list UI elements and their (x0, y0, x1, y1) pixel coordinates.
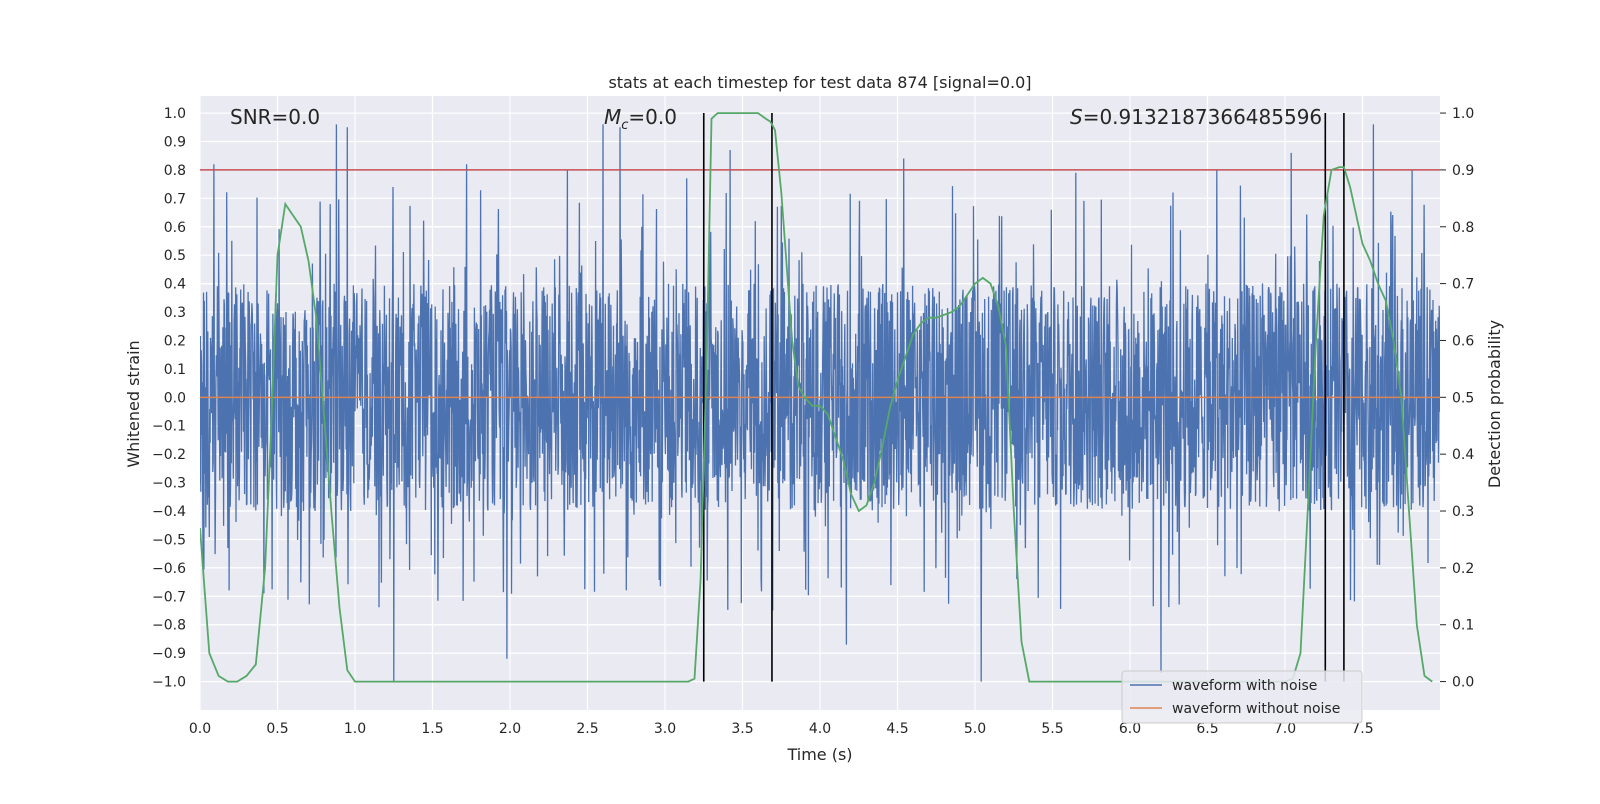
y2-tick-label: 0.1 (1452, 618, 1474, 634)
x-tick-label: 3.5 (731, 721, 753, 737)
score-annotation: S=0.9132187366485596 (1070, 105, 1322, 129)
x-tick-label: 1.5 (421, 721, 443, 737)
x-tick-label: 5.0 (964, 721, 986, 737)
y-tick-label: 0.9 (164, 134, 186, 150)
y-tick-label: 0.2 (164, 333, 186, 349)
legend-box (1121, 670, 1363, 724)
y-axis-label: Whitened strain (124, 340, 143, 467)
y-tick-label: −0.5 (152, 532, 186, 548)
y2-tick-label: 0.0 (1452, 675, 1474, 691)
legend-label-clean: waveform without noise (1172, 701, 1340, 717)
y-tick-label: −0.9 (152, 646, 186, 662)
y-tick-label: 0.8 (164, 163, 186, 179)
y-tick-label: −0.4 (152, 504, 186, 520)
y-tick-label: −0.7 (152, 589, 186, 605)
noise-waveform-line (200, 124, 1440, 682)
y-tick-label: 0.6 (164, 220, 186, 236)
chart-title: stats at each timestep for test data 874… (608, 73, 1031, 92)
chirp-mass-annotation: Mc=0.0 (604, 105, 677, 133)
x-tick-label: 2.5 (576, 721, 598, 737)
y-tick-label: −0.1 (152, 419, 186, 435)
y2-axis-label: Detection probability (1485, 320, 1504, 488)
y2-tick-label: 0.2 (1452, 561, 1474, 577)
x-tick-label: 2.0 (499, 721, 521, 737)
y2-tick-label: 0.4 (1452, 447, 1474, 463)
mc-symbol: M (604, 105, 621, 129)
legend-label-noise: waveform with noise (1172, 678, 1317, 694)
x-tick-label: 4.5 (886, 721, 908, 737)
snr-annotation: SNR=0.0 (230, 105, 320, 129)
x-tick-label: 1.0 (344, 721, 366, 737)
y-tick-label: 0.1 (164, 362, 186, 378)
y2-tick-label: 0.6 (1452, 333, 1474, 349)
y-tick-label: −1.0 (152, 675, 186, 691)
y-tick-label: 0.0 (164, 390, 186, 406)
noise-waveform-series (200, 124, 1440, 682)
y2-tick-labels: 0.0 0.1 0.2 0.3 0.4 0.5 0.6 0.7 0.8 0.9 1.0 (1440, 106, 1474, 691)
y-tick-labels: −1.0 −0.9 −0.8 −0.7 −0.6 −0.5 −0.4 −0.3 −0.2 −0.1… (152, 106, 186, 691)
x-tick-label: 6.0 (1119, 721, 1141, 737)
y2-tick-label: 1.0 (1452, 106, 1474, 122)
y2-tick-label: 0.8 (1452, 220, 1474, 236)
x-tick-label: 4.0 (809, 721, 831, 737)
y-tick-label: −0.8 (152, 618, 186, 634)
probability-line (200, 112, 1433, 683)
y-tick-label: 1.0 (164, 106, 186, 122)
x-tick-label: 7.0 (1274, 721, 1296, 737)
x-tick-label: 0.5 (266, 721, 288, 737)
probability-series (200, 112, 1433, 683)
y-tick-label: −0.3 (152, 476, 186, 492)
legend: waveform with noise waveform without noi… (1121, 670, 1363, 724)
x-tick-label: 5.5 (1041, 721, 1063, 737)
x-tick-label: 0.0 (189, 721, 211, 737)
y-tick-label: −0.2 (152, 447, 186, 463)
mc-subscript: c (621, 118, 628, 133)
x-tick-labels: 0.0 0.5 1.0 1.5 2.0 2.5 3.0 3.5 4.0 4.5 5.0 5.5 6.0 6… (189, 721, 1374, 737)
y-tick-label: 0.3 (164, 305, 186, 321)
s-symbol: S (1070, 105, 1083, 129)
y2-tick-label: 0.3 (1452, 504, 1474, 520)
x-tick-label: 7.5 (1351, 721, 1373, 737)
mc-value: =0.0 (628, 105, 677, 129)
y2-tick-label: 0.5 (1452, 390, 1474, 406)
x-axis-label: Time (s) (786, 745, 852, 764)
s-value: =0.9132187366485596 (1083, 105, 1322, 129)
y-tick-label: 0.7 (164, 191, 186, 207)
y2-tick-label: 0.9 (1452, 163, 1474, 179)
x-tick-label: 6.5 (1196, 721, 1218, 737)
y-tick-label: 0.4 (164, 277, 186, 293)
y-tick-label: −0.6 (152, 561, 186, 577)
y2-tick-label: 0.7 (1452, 277, 1474, 293)
y-tick-label: 0.5 (164, 248, 186, 264)
x-tick-label: 3.0 (654, 721, 676, 737)
